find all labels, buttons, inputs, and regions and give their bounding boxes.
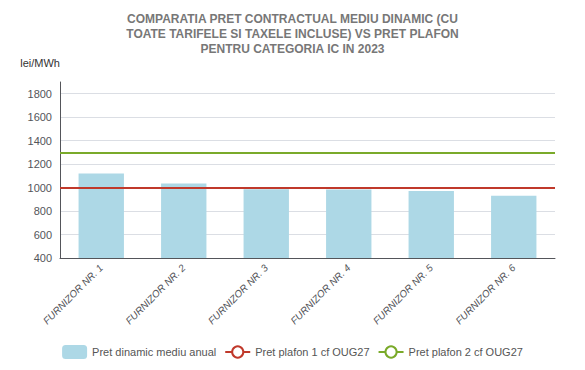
svg-text:800: 800 xyxy=(34,205,52,217)
svg-text:400: 400 xyxy=(34,252,52,264)
svg-text:Pret plafon 1 cf OUG27: Pret plafon 1 cf OUG27 xyxy=(255,346,369,358)
svg-text:Pret plafon 2 cf OUG27: Pret plafon 2 cf OUG27 xyxy=(409,346,523,358)
svg-text:lei/MWh: lei/MWh xyxy=(20,57,60,69)
svg-text:FURNIZOR NR. 1: FURNIZOR NR. 1 xyxy=(41,262,105,326)
svg-text:FURNIZOR NR. 2: FURNIZOR NR. 2 xyxy=(123,262,188,327)
svg-text:1600: 1600 xyxy=(28,111,52,123)
svg-text:1200: 1200 xyxy=(28,158,52,170)
svg-text:600: 600 xyxy=(34,229,52,241)
svg-text:1400: 1400 xyxy=(28,135,52,147)
svg-text:PENTRU CATEGORIA IC IN 2023: PENTRU CATEGORIA IC IN 2023 xyxy=(200,42,384,56)
svg-text:1800: 1800 xyxy=(28,88,52,100)
svg-text:1000: 1000 xyxy=(28,182,52,194)
svg-text:FURNIZOR NR. 4: FURNIZOR NR. 4 xyxy=(288,262,353,327)
svg-text:TOATE TARIFELE SI TAXELE INCLU: TOATE TARIFELE SI TAXELE INCLUSE) VS PRE… xyxy=(126,27,458,41)
svg-text:FURNIZOR NR. 5: FURNIZOR NR. 5 xyxy=(371,262,436,327)
svg-text:FURNIZOR NR. 6: FURNIZOR NR. 6 xyxy=(453,262,518,327)
svg-text:COMPARATIA PRET CONTRACTUAL ME: COMPARATIA PRET CONTRACTUAL MEDIU DINAMI… xyxy=(127,12,458,26)
svg-text:FURNIZOR NR. 3: FURNIZOR NR. 3 xyxy=(206,262,271,327)
svg-text:Pret dinamic mediu anual: Pret dinamic mediu anual xyxy=(92,346,216,358)
